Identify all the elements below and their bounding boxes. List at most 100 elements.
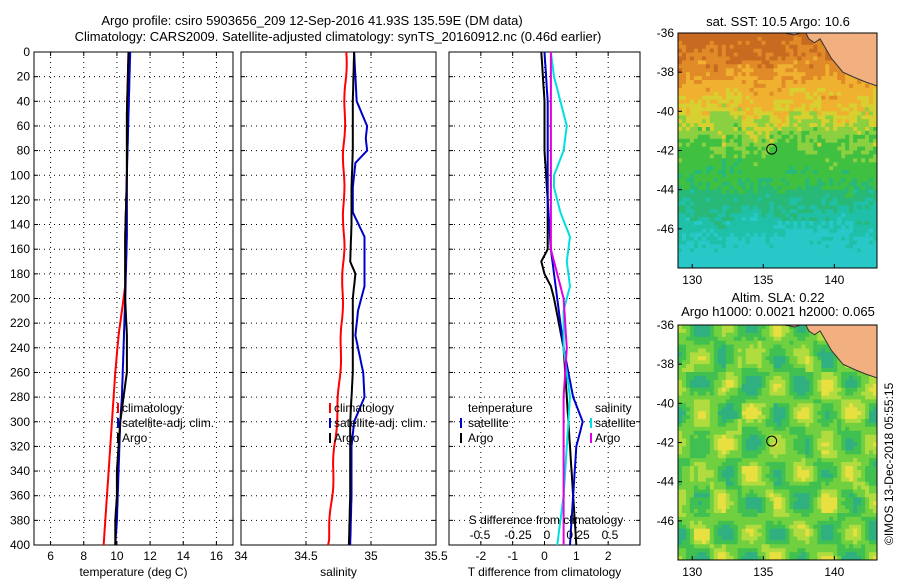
map-cell [694, 170, 699, 175]
x-tick-label: 35 [364, 549, 378, 563]
map-cell [789, 260, 794, 265]
map-cell [722, 256, 727, 261]
map-cell [778, 345, 783, 350]
map-cell [762, 115, 767, 120]
map-cell [841, 92, 846, 97]
map-cell [778, 260, 783, 265]
map-cell [837, 431, 842, 436]
map-cell [797, 178, 802, 183]
map-cell [801, 57, 806, 62]
map-cell [861, 131, 866, 136]
map-cell [837, 182, 842, 187]
map-cell [718, 201, 723, 206]
map-cell [837, 147, 842, 152]
map-cell [698, 107, 703, 112]
map-cell [813, 364, 818, 369]
map-cell [698, 407, 703, 412]
map-cell [833, 446, 838, 451]
map-cell [833, 205, 838, 210]
map-cell [682, 225, 687, 230]
map-cell [742, 201, 747, 206]
map-cell [801, 229, 806, 234]
map-cell [714, 158, 719, 163]
map-cell [762, 337, 767, 342]
map-cell [861, 431, 866, 436]
map-cell [841, 419, 846, 424]
map-cell [782, 205, 787, 210]
map-cell [714, 450, 719, 455]
series-line-argo [115, 52, 128, 545]
map-cell [698, 33, 703, 38]
map-cell [730, 143, 735, 148]
map-cell [821, 166, 826, 171]
map-cell [782, 248, 787, 253]
top-tick-label: 0.5 [602, 528, 619, 542]
map-cell [754, 33, 759, 38]
map-cell [793, 119, 798, 124]
legend-label: satellite [595, 416, 636, 430]
map-cell [782, 123, 787, 128]
map-cell [861, 427, 866, 432]
map-cell [869, 143, 874, 148]
map-cell [841, 170, 846, 175]
map-cell [841, 115, 846, 120]
map-cell [754, 84, 759, 89]
map-cell [861, 439, 866, 444]
map-cell [821, 57, 826, 62]
map-cell [774, 209, 779, 214]
map-cell [770, 225, 775, 230]
map-cell [770, 237, 775, 242]
map-cell [849, 237, 854, 242]
map-cell [821, 53, 826, 58]
map-cell [829, 364, 834, 369]
map-cell [702, 139, 707, 144]
map-cell [782, 225, 787, 230]
map-cell [821, 368, 826, 373]
map-cell [738, 194, 743, 199]
map-cell [817, 435, 822, 440]
map-cell [682, 100, 687, 105]
map-cell [770, 178, 775, 183]
map-cell [853, 225, 858, 230]
map-cell [778, 104, 783, 109]
map-cell [782, 325, 787, 330]
map-cell [774, 57, 779, 62]
map-cell [837, 399, 842, 404]
map-cell [750, 170, 755, 175]
map-cell [754, 60, 759, 65]
map-cell [793, 229, 798, 234]
map-cell [702, 252, 707, 256]
map-cell [849, 260, 854, 265]
map-cell [682, 76, 687, 81]
map-cell [861, 256, 866, 261]
map-cell [841, 260, 846, 265]
map-cell [849, 123, 854, 128]
map-cell [762, 72, 767, 77]
map-cell [754, 127, 759, 132]
map-cell [797, 388, 802, 393]
map-cell [869, 151, 874, 156]
map-cell [678, 53, 683, 58]
map-cell [702, 384, 707, 389]
map-cell [841, 131, 846, 136]
map-cell [754, 396, 759, 401]
map-cell [857, 221, 862, 226]
map-cell [774, 37, 779, 42]
map-cell [762, 217, 767, 222]
map-cell [714, 127, 719, 132]
map-cell [841, 154, 846, 159]
map-cell [869, 431, 874, 436]
map-cell [738, 431, 743, 436]
map-cell [797, 72, 802, 77]
map-cell [694, 41, 699, 46]
map-cell [821, 147, 826, 152]
map-cell [861, 194, 866, 199]
map-cell [829, 372, 834, 377]
map-cell [782, 194, 787, 199]
map-cell [730, 329, 735, 334]
map-cell [754, 341, 759, 346]
map-cell [817, 115, 822, 120]
map-cell [742, 337, 747, 342]
map-cell [789, 213, 794, 218]
map-cell [730, 229, 735, 234]
